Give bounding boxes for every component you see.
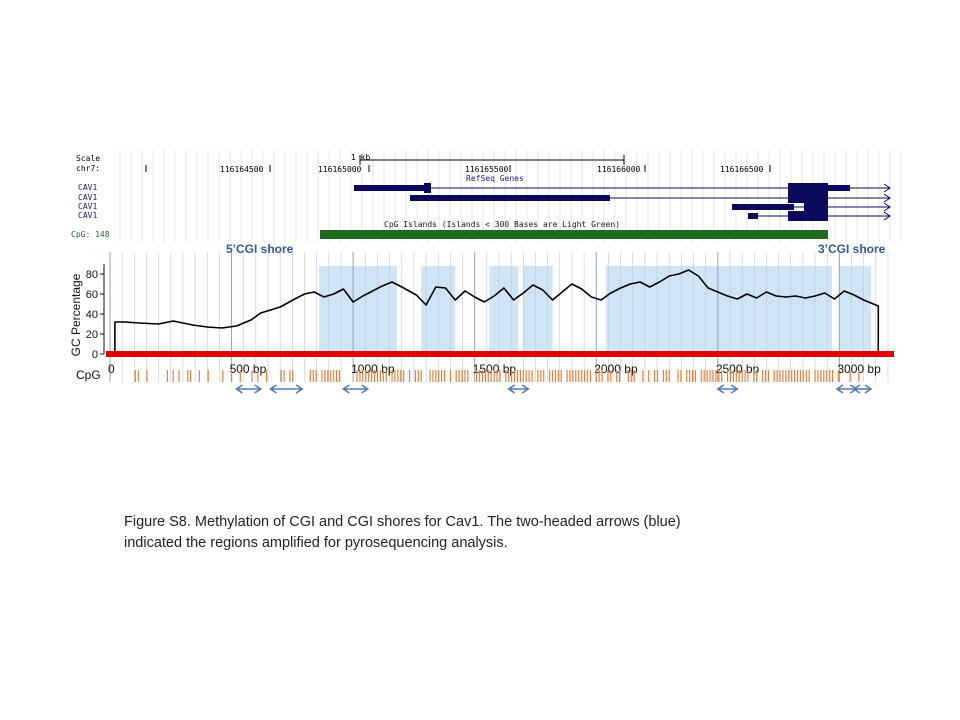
- refseq-track-title: RefSeq Genes: [466, 174, 524, 183]
- double-headed-arrow-icon: [341, 384, 370, 394]
- scale-label: Scale: [76, 154, 101, 163]
- track-labels: Scale chr7: CAV1 CAV1 CAV1 CAV1 CpG: 148: [70, 150, 112, 242]
- five-prime-shore-label: 5’CGI shore: [226, 242, 294, 256]
- gene-model-cav1-4: [748, 211, 890, 221]
- gene-model-cav1-3: [732, 202, 890, 212]
- arrow-head-right: [361, 384, 370, 394]
- arrow-head-right: [864, 384, 873, 394]
- three-prime-shore-label: 3’CGI shore: [818, 242, 886, 256]
- cpg-island-track-title: CpG Islands (Islands < 300 Bases are Lig…: [384, 220, 620, 229]
- x-axis-ticks: 0 500 bp 1000 bp 1500 bp 2000 bp 2500 bp 3000 …: [108, 362, 881, 376]
- x-tick-label: 0: [108, 362, 115, 376]
- position-label: 116165000: [318, 165, 362, 174]
- cpg-site-marks: CpG: [76, 368, 860, 382]
- cpg-island-band: [839, 266, 871, 354]
- double-headed-arrow-icon: [234, 384, 263, 394]
- position-label: 116166000: [597, 165, 641, 174]
- chrom-label: chr7:: [76, 164, 101, 173]
- caption-line: indicated the regions amplified for pyro…: [124, 535, 508, 551]
- gene-track-label[interactable]: CAV1: [78, 211, 98, 220]
- scale-bar-label: 1 kb: [351, 153, 370, 162]
- y-axis-ticks: 0 20 40 60 80: [86, 264, 105, 361]
- position-label: 116166500: [720, 165, 764, 174]
- cpg-island-bands: [319, 266, 871, 354]
- strand-arrow-icon: [883, 193, 891, 203]
- y-tick-label: 0: [92, 349, 98, 361]
- browser-grid: [75, 150, 902, 242]
- arrow-head-left: [835, 384, 844, 394]
- x-tick-label: 3000 bp: [837, 362, 881, 376]
- position-label: 116165500: [465, 165, 509, 174]
- arrow-head-right: [254, 384, 263, 394]
- gene-model-cav1-1: [354, 183, 890, 193]
- double-headed-arrow-icon: [852, 384, 873, 394]
- position-ticks: 116164500 116165000 116165500 116166000 …: [145, 165, 771, 174]
- cpg-island-band: [489, 266, 519, 354]
- cpg-track-label[interactable]: CpG: 148: [71, 230, 110, 239]
- x-tick-label: 1000 bp: [351, 362, 395, 376]
- x-tick-label: 500 bp: [230, 362, 267, 376]
- cpg-island-bar: [320, 230, 828, 239]
- arrow-head-right: [730, 384, 739, 394]
- y-tick-label: 60: [86, 289, 98, 301]
- gene-models: [354, 183, 891, 221]
- gc-profile-line: [114, 269, 880, 355]
- gene-model-cav1-2: [410, 193, 890, 203]
- cpg-island-band: [523, 266, 553, 354]
- cpg-row-label: CpG: [76, 368, 101, 382]
- y-tick-label: 80: [86, 269, 98, 281]
- figure-caption: Figure S8. Methylation of CGI and CGI sh…: [124, 512, 844, 554]
- strand-arrow-icon: [883, 202, 891, 212]
- cpg-island-band: [605, 266, 833, 354]
- gene-track-label[interactable]: CAV1: [78, 202, 98, 211]
- gc-profile-path: [114, 269, 880, 355]
- double-headed-arrow-icon: [716, 384, 739, 394]
- gene-track-label[interactable]: CAV1: [78, 193, 98, 202]
- baseline-bar: [106, 351, 894, 357]
- caption-line: Figure S8. Methylation of CGI and CGI sh…: [124, 514, 681, 530]
- strand-arrow-icon: [883, 183, 891, 193]
- arrow-head-left: [507, 384, 516, 394]
- arrow-head-left: [716, 384, 725, 394]
- baseline: [106, 351, 894, 357]
- y-tick-label: 20: [86, 329, 98, 341]
- arrow-head-left: [341, 384, 350, 394]
- arrow-head-left: [269, 384, 277, 394]
- arrow-head-left: [852, 384, 861, 394]
- strand-arrow-icon: [883, 211, 891, 221]
- x-tick-label: 2000 bp: [594, 362, 638, 376]
- arrow-head-left: [234, 384, 243, 394]
- chart-grid: [109, 252, 889, 382]
- y-tick-label: 40: [86, 309, 98, 321]
- genome-browser-panel: 1 kb 116164500 116165000 116165500 11616…: [70, 150, 910, 242]
- x-tick-label: 2500 bp: [716, 362, 760, 376]
- arrow-head-right: [521, 384, 530, 394]
- position-label: 116164500: [220, 165, 264, 174]
- cpg-island-band: [319, 266, 397, 354]
- amplicon-arrows: [234, 384, 873, 394]
- arrow-head-right: [295, 384, 304, 394]
- gene-track-label[interactable]: CAV1: [78, 183, 98, 192]
- double-headed-arrow-icon: [269, 384, 304, 394]
- double-headed-arrow-icon: [507, 384, 530, 394]
